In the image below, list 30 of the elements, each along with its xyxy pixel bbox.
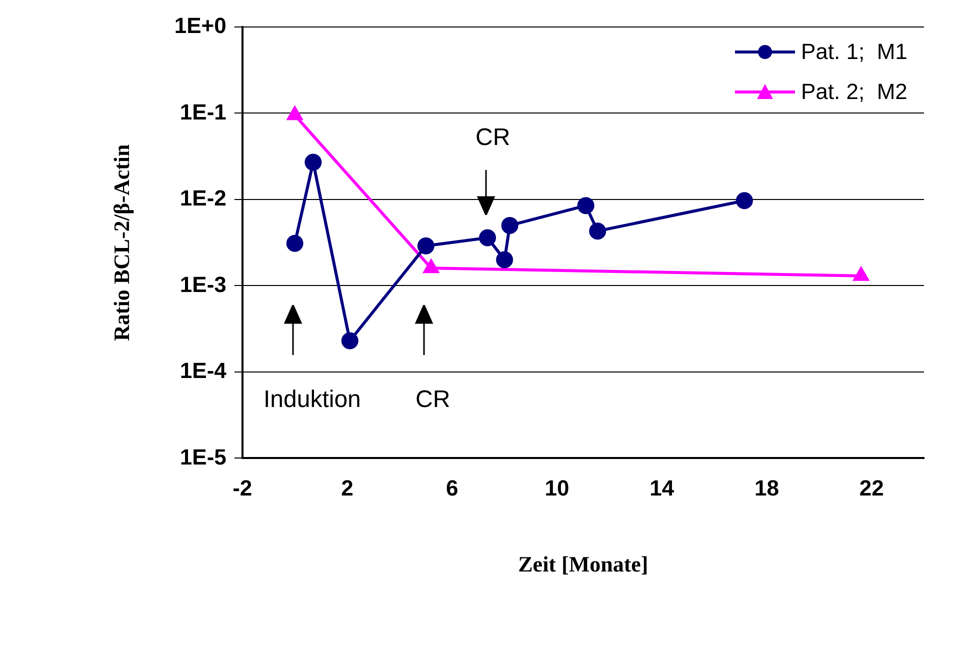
x-tick-label: 18 <box>754 475 779 500</box>
point <box>479 229 496 246</box>
point <box>589 222 606 240</box>
annotation: CR <box>476 124 510 151</box>
y-tick-label: 1E-2 <box>180 186 226 211</box>
x-axis-title: Zeit [Monate] <box>518 551 648 576</box>
y-tick-label: 1E-5 <box>180 444 226 470</box>
point <box>341 332 358 350</box>
point <box>736 192 753 210</box>
point <box>496 251 514 268</box>
point <box>417 237 434 254</box>
x-tick-label: -2 <box>232 475 252 500</box>
y-axis-title: Ratio BCL-2/β-Actin <box>108 144 134 341</box>
legend-label: Pat. 1; M1 <box>801 39 908 65</box>
x-tick-label: 22 <box>859 475 884 500</box>
y-tick-label: 1E-3 <box>180 272 226 297</box>
point <box>286 234 304 252</box>
x-tick-label: 10 <box>544 475 570 500</box>
x-tick-label: 6 <box>446 475 458 500</box>
legend-label: Pat. 2; M2 <box>801 79 908 105</box>
y-tick-label: 1E-1 <box>180 99 226 124</box>
y-tick-label: 1E-4 <box>180 358 228 384</box>
x-tick-label: 14 <box>650 475 675 500</box>
point <box>577 197 594 214</box>
annotation: Induktion <box>264 386 361 413</box>
point <box>501 216 518 234</box>
y-tick-label: 1E+0 <box>174 13 226 38</box>
point <box>304 154 322 171</box>
x-tick-label: 2 <box>341 475 354 500</box>
annotation: CR <box>416 386 450 413</box>
